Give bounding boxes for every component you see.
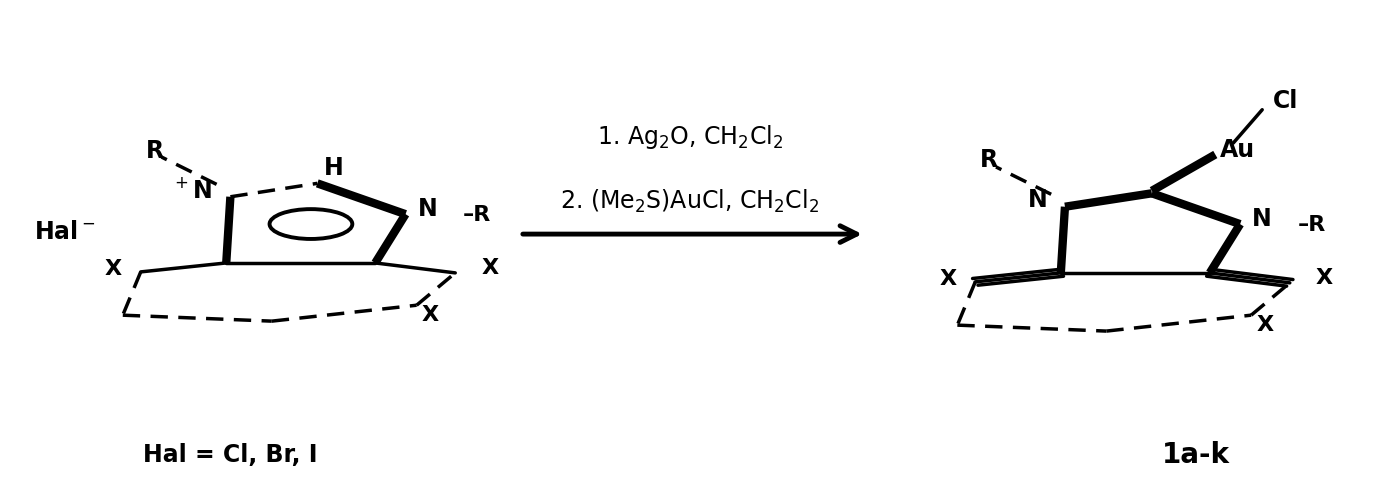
Text: $^+$N: $^+$N — [172, 178, 212, 203]
Text: 1a-k: 1a-k — [1162, 442, 1230, 469]
Text: X: X — [481, 258, 499, 278]
Text: 1. Ag$_2$O, CH$_2$Cl$_2$: 1. Ag$_2$O, CH$_2$Cl$_2$ — [597, 123, 783, 151]
Text: X: X — [105, 260, 122, 279]
Text: Hal$^-$: Hal$^-$ — [35, 220, 96, 243]
Text: R: R — [981, 148, 999, 173]
Text: –R: –R — [463, 205, 492, 225]
Text: N: N — [418, 197, 438, 221]
Text: X: X — [1316, 268, 1332, 288]
Text: X: X — [1256, 315, 1274, 335]
Text: H: H — [324, 156, 343, 181]
Text: N: N — [1252, 207, 1271, 231]
Text: 2. (Me$_2$S)AuCl, CH$_2$Cl$_2$: 2. (Me$_2$S)AuCl, CH$_2$Cl$_2$ — [561, 188, 820, 215]
Text: X: X — [422, 305, 439, 325]
Text: Au: Au — [1220, 137, 1255, 161]
Text: Cl: Cl — [1273, 89, 1298, 113]
Text: –R: –R — [1298, 215, 1325, 235]
Text: X: X — [939, 270, 956, 289]
Text: Hal = Cl, Br, I: Hal = Cl, Br, I — [143, 444, 317, 467]
Text: R: R — [145, 138, 163, 162]
Text: N: N — [1028, 188, 1047, 212]
